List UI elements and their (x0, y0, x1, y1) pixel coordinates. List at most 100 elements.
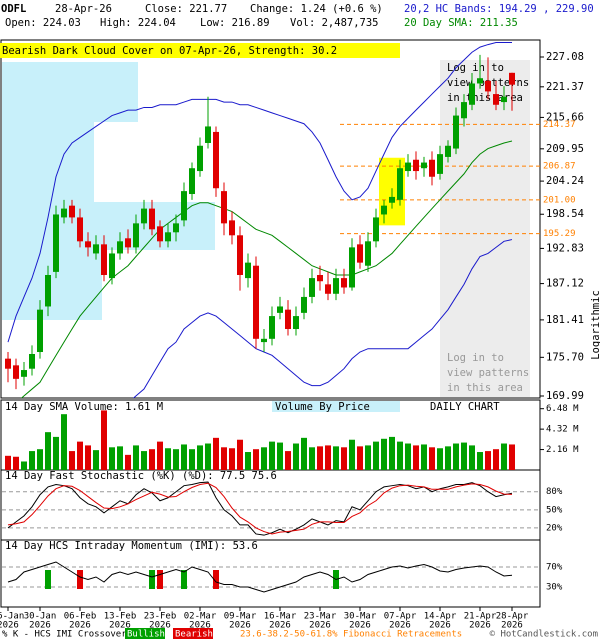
candle-body (237, 235, 243, 275)
crossover (45, 570, 51, 589)
candle-body (205, 126, 211, 143)
x-tick-year: 2026 (0, 621, 19, 631)
candle-body (77, 217, 83, 242)
x-tick-label: 21-Apr (464, 612, 497, 622)
volume-bar (381, 438, 387, 470)
candle-body (429, 159, 435, 177)
volume-bar (341, 447, 347, 470)
volume-bar (141, 451, 147, 470)
volume-bar (429, 447, 435, 470)
x-tick-label: 09-Mar (224, 612, 257, 622)
candle-body (93, 244, 99, 254)
volume-bar (221, 447, 227, 470)
y-tick-label: 209.95 (546, 143, 584, 155)
candle-body (165, 232, 171, 242)
candle-body (101, 244, 107, 275)
volume-bar (437, 448, 443, 470)
volume: Vol: 2,487,735 (290, 17, 379, 29)
x-tick-label: 26-Jan (0, 612, 24, 622)
candle-body (197, 145, 203, 172)
x-tick-label: 13-Feb (104, 612, 137, 622)
x-tick-label: 28-Apr (496, 612, 529, 622)
x-tick-label: 30-Mar (344, 612, 377, 622)
x-tick-label: 23-Feb (144, 612, 177, 622)
candle-body (309, 278, 315, 297)
y-tick-label: 20% (546, 523, 563, 533)
volume-bar (125, 454, 131, 470)
volume-bar (205, 443, 211, 470)
candle-body (13, 365, 19, 379)
candle-body (453, 115, 459, 149)
x-tick-year: 2026 (269, 621, 291, 631)
candle-body (269, 316, 275, 339)
crossover (149, 570, 155, 589)
candle-body (373, 217, 379, 242)
volume-bar (477, 452, 483, 470)
bearish-bg (173, 628, 213, 639)
close: Close: 221.77 (145, 3, 227, 15)
candle-body (157, 226, 163, 242)
fib-label: 195.29 (543, 229, 576, 239)
volume-by-price (2, 62, 215, 320)
volume-bar (29, 451, 35, 470)
volume-bar (357, 446, 363, 470)
x-tick-label: 30-Jan (24, 612, 57, 622)
candle-body (285, 309, 291, 330)
y-tick-label: 30% (546, 583, 563, 593)
volume-bar (37, 449, 43, 470)
candle-body (261, 338, 267, 343)
x-tick-label: 06-Feb (64, 612, 97, 622)
footer-bullish: Bullish (127, 630, 165, 640)
candle-body (405, 162, 411, 172)
volume-bar (461, 442, 467, 470)
y-tick-label: 221.37 (546, 81, 584, 93)
candle-body (5, 358, 11, 369)
vbp-label-bg (272, 401, 400, 412)
bullish-bg (125, 628, 165, 639)
open: Open: 224.03 (5, 17, 81, 29)
banner-bg (0, 43, 400, 58)
y-tick-label: 192.83 (546, 242, 584, 254)
volume-bar (269, 441, 275, 470)
candle-body (125, 238, 131, 248)
panel-title: 14 Day Fast Stochastic (%K) (%D): 77.5 7… (5, 470, 277, 482)
volume-bar (117, 446, 123, 470)
candle-body (245, 262, 251, 279)
volume-bar (309, 447, 315, 470)
candle-body (301, 296, 307, 313)
volume-bar (421, 444, 427, 470)
indicator-line (7, 561, 513, 593)
volume-bar (181, 444, 187, 470)
pattern-banner: Bearish Dark Cloud Cover on 07-Apr-26, S… (2, 45, 337, 57)
candle-body (61, 208, 67, 218)
candle-body (413, 159, 419, 172)
volume-bar (397, 441, 403, 470)
volume-bar (277, 442, 283, 470)
x-tick-year: 2026 (429, 621, 451, 631)
volume-bar (261, 447, 267, 470)
candle-body (117, 241, 123, 254)
x-tick-year: 2026 (149, 621, 171, 631)
login-line: view patterns (447, 367, 529, 379)
volume-bar (413, 445, 419, 470)
candle-body (149, 208, 155, 230)
candle-body (221, 191, 227, 224)
panel-title: 14 Day SMA Volume: 1.61 M (5, 401, 163, 413)
y-tick-label: 204.24 (546, 175, 584, 187)
panel-note: DAILY CHART (430, 401, 500, 413)
fib-label: 201.00 (543, 195, 576, 205)
candle-body (381, 205, 387, 215)
volume-bar (301, 437, 307, 470)
volume-bar (157, 441, 163, 470)
volume-bar (21, 461, 27, 470)
fib-label: 206.87 (543, 162, 576, 172)
x-tick-label: 07-Apr (384, 612, 417, 622)
candle-body (85, 241, 91, 248)
y-tick-label: 181.41 (546, 314, 584, 326)
indicator-line (7, 481, 513, 536)
volume-bar (373, 441, 379, 470)
candle-body (277, 306, 283, 313)
footer-crossover: % K - HCS IMI Crossover, (2, 630, 132, 640)
x-tick-year: 2026 (189, 621, 211, 631)
